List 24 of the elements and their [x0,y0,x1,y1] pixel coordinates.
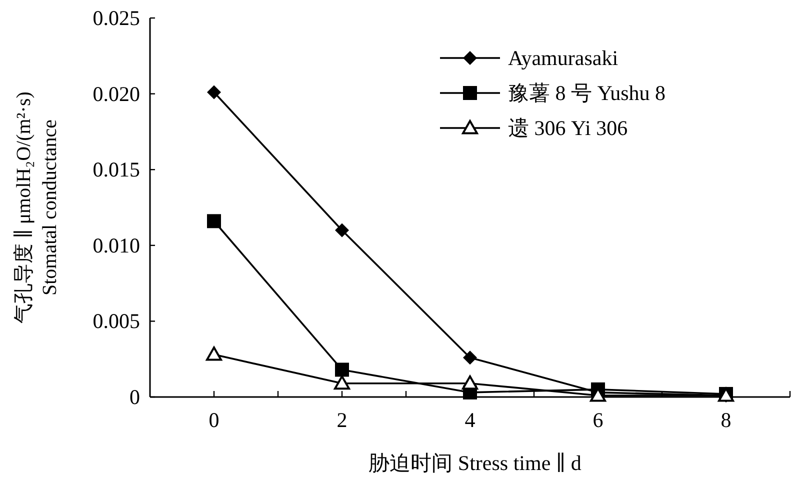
x-tick-label: 2 [336,408,348,432]
legend-label: 豫薯 8 号 Yushu 8 [508,81,666,105]
point [207,214,221,228]
y-tick-label: 0.005 [92,309,140,334]
point [207,85,221,100]
legend-label: 遗 306 Yi 306 [508,116,628,140]
point [335,362,349,377]
point [206,346,222,361]
y-tick-label: 0.015 [92,158,140,182]
point [335,223,349,238]
x-tick-label: 6 [592,408,604,432]
point [463,350,477,365]
point [462,375,478,390]
y-tick-label: 0.020 [92,82,140,106]
point [334,375,350,390]
x-axis-title: 胁迫时间 Stress time ∥ d [368,451,582,475]
x-tick-label: 4 [464,408,476,432]
x-tick-label: 8 [720,408,732,432]
y-tick-label: 0 [130,385,140,409]
y-tick-label: 0.025 [92,6,140,30]
y-axis-title: 气孔导度 ∥ μmolH₂O/(m²·s) Stomatal conductance [13,92,61,324]
x-tick-label: 0 [208,408,220,432]
legend-label: Ayamurasaki [508,46,618,70]
y-tick-label: 0.010 [92,233,140,258]
